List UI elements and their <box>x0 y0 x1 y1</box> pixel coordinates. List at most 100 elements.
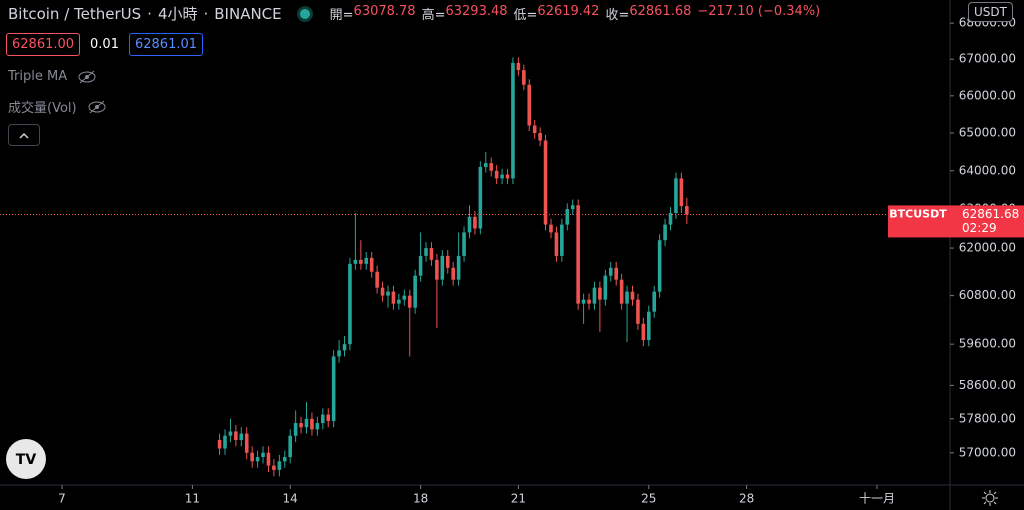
separator: · <box>203 4 209 23</box>
candle-body <box>223 435 227 449</box>
x-tick-label: 21 <box>511 492 526 506</box>
candle-body <box>570 205 575 210</box>
candle-body <box>527 84 532 126</box>
change: −217.10 (−0.34%) <box>697 4 821 19</box>
candle-body <box>505 174 510 179</box>
indicator[interactable]: 成交量(Vol) <box>8 97 107 116</box>
candle-body <box>587 299 591 304</box>
x-tick-label: 11 <box>185 492 200 506</box>
candle-body <box>217 439 222 449</box>
candle-body <box>516 62 521 71</box>
price-tag-value: 62861.68 <box>962 207 1019 221</box>
y-tick-label: 57800.00 <box>959 411 1016 425</box>
candle-body <box>554 232 559 256</box>
candle-body <box>375 271 379 288</box>
candle-body <box>494 170 499 179</box>
hidden-icon[interactable] <box>77 70 97 84</box>
logo-mark: TV <box>16 452 37 468</box>
price-tag-symbol: BTCUSDT <box>889 207 947 220</box>
candle-body <box>402 295 407 300</box>
candle-body <box>288 435 292 458</box>
candle-body <box>652 291 657 312</box>
candle-body <box>435 259 439 280</box>
separator: · <box>147 4 152 23</box>
hidden-icon[interactable] <box>87 100 107 114</box>
buy-button[interactable]: 62861.01 <box>128 33 204 56</box>
candle-body <box>348 263 352 345</box>
candle-body <box>239 433 244 440</box>
open-label: 開= <box>329 8 354 23</box>
indicator-name: 成交量(Vol) <box>8 101 77 116</box>
currency-button[interactable]: USDT <box>968 2 1013 22</box>
candle-body <box>576 205 580 304</box>
settings-icon[interactable] <box>982 490 998 506</box>
header: Bitcoin / TetherUS · 4小時 · BINANCE 開= 630… <box>8 3 820 24</box>
y-tick-label: 66000.00 <box>959 88 1016 102</box>
candle-body <box>413 275 417 308</box>
candle-body <box>451 267 455 280</box>
candle-body <box>581 299 586 304</box>
x-tick-label: 25 <box>641 492 656 506</box>
candle-body <box>636 299 640 324</box>
candle-body <box>353 259 358 264</box>
chevron <box>19 132 29 139</box>
candle-body <box>478 166 483 229</box>
candle-body <box>234 431 238 440</box>
candle-body <box>511 62 515 179</box>
candle-body <box>598 287 602 300</box>
candle-body <box>440 255 445 280</box>
candle-body <box>685 206 689 215</box>
candle-body <box>228 431 233 436</box>
candle-body <box>549 224 553 233</box>
y-tick-label: 62000.00 <box>959 241 1016 255</box>
collapse-button[interactable] <box>8 124 40 146</box>
candle-body <box>473 216 477 229</box>
y-tick-label: 57000.00 <box>959 445 1016 459</box>
y-tick-label: 59600.00 <box>959 337 1016 351</box>
candle-body <box>364 257 369 264</box>
y-tick-label: 60800.00 <box>959 288 1016 302</box>
high-label: 高= <box>421 8 446 23</box>
candle-body <box>304 418 309 428</box>
candle-body <box>282 457 287 462</box>
candle-body <box>266 452 271 466</box>
indicator-name: Triple MA <box>8 69 68 84</box>
candle-body <box>663 224 667 241</box>
candle-body <box>445 255 450 268</box>
candle-body <box>320 414 325 424</box>
x-tick-label: 十一月 <box>859 492 895 506</box>
candle-body <box>538 133 542 141</box>
candle-body <box>250 452 254 462</box>
logo[interactable] <box>6 439 46 479</box>
close-label: 收= <box>605 8 630 23</box>
indicator[interactable]: Triple MA <box>8 69 97 84</box>
candle-body <box>424 248 428 256</box>
low-value: 62619.42 <box>537 4 600 19</box>
candle-body <box>337 350 341 357</box>
y-tick-label: 64000.00 <box>959 163 1016 177</box>
sell-button[interactable]: 62861.00 <box>6 33 81 56</box>
candle-body <box>565 209 570 225</box>
candle-body <box>299 423 303 428</box>
candle-body <box>342 344 347 351</box>
candle-body <box>369 257 374 272</box>
candle-body <box>592 287 597 304</box>
candle-body <box>608 267 613 276</box>
candle-body <box>326 414 331 421</box>
candle-body <box>386 291 390 296</box>
candle-body <box>310 418 314 430</box>
status-dot <box>299 8 310 19</box>
candle-body <box>625 291 629 304</box>
candle-body <box>397 299 401 304</box>
candle-body <box>467 216 472 233</box>
candle-body <box>456 255 461 280</box>
candle-body <box>619 279 624 304</box>
candle-body <box>272 465 276 470</box>
candle-body <box>277 461 282 470</box>
candle-body <box>679 178 684 207</box>
y-tick-label: 67000.00 <box>959 52 1016 66</box>
candle-body <box>331 356 336 421</box>
candle-body <box>630 291 635 300</box>
